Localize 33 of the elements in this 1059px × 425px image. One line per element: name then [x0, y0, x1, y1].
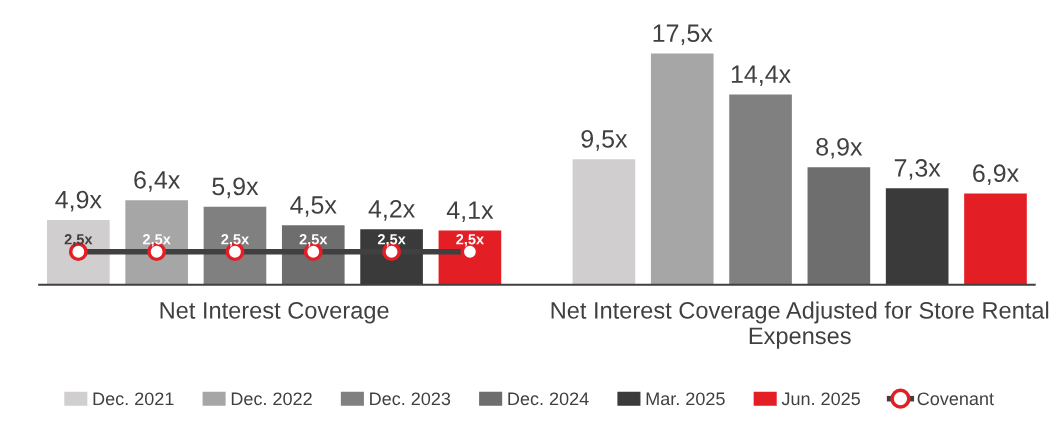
data-label: 4,5x — [290, 196, 337, 217]
annotation: 2,5x — [377, 234, 406, 247]
bar — [650, 53, 714, 285]
data-label: 4,1x — [446, 201, 494, 222]
bar — [572, 159, 636, 285]
data-label: 6,9x — [973, 164, 1019, 186]
annotation: 2,5x — [221, 234, 250, 247]
legend-label: Dec. 2022 — [231, 392, 312, 406]
data-label: 6,4x — [134, 170, 181, 192]
annotation: 2,5x — [299, 234, 328, 247]
bar — [964, 193, 1027, 285]
data-label: 7,3x — [894, 159, 941, 180]
x-tick-label: Net Interest Coverage — [160, 302, 389, 324]
data-label: 4,9x — [55, 190, 102, 212]
annotation: 2,5x — [64, 234, 93, 247]
legend-label: Mar. 2025 — [646, 392, 725, 406]
legend-label: Dec. 2023 — [370, 392, 451, 406]
bar — [47, 220, 110, 285]
data-label: 14,4x — [731, 65, 791, 86]
bar — [807, 167, 871, 285]
data-label: 8,9x — [816, 137, 863, 159]
bar — [729, 94, 792, 285]
legend-label: Dec. 2024 — [508, 392, 589, 406]
data-label: 17,5x — [653, 24, 713, 46]
annotation: 2,5x — [142, 234, 171, 247]
legend-label: Jun. 2025 — [781, 392, 860, 406]
x-tick-label: Net Interest Coverage Adjusted for Store Rental Expenses — [551, 301, 1049, 349]
legend-label: Covenant — [917, 392, 994, 406]
legend-label: Dec. 2021 — [93, 392, 174, 406]
data-label: 9,5x — [581, 130, 628, 151]
annotation: 2,5x — [456, 234, 484, 247]
data-label: 4,2x — [368, 200, 415, 221]
data-label: 5,9x — [212, 177, 259, 199]
